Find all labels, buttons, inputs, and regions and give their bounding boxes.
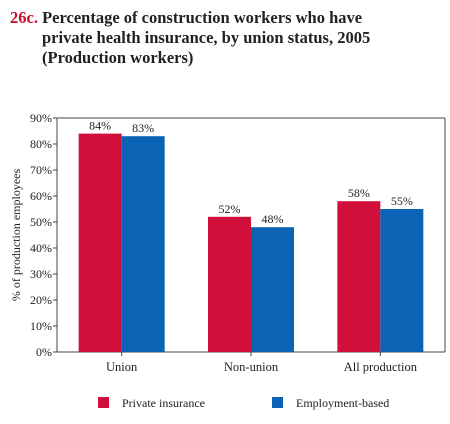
bar [337,201,381,352]
y-tick-label: 70% [30,163,52,177]
chart-title: 26c. Percentage of construction workers … [10,8,440,68]
legend-label: Private insurance [122,396,205,410]
data-label: 48% [262,212,284,226]
y-tick-label: 80% [30,137,52,151]
y-tick-label: 10% [30,319,52,333]
y-tick-label: 90% [30,111,52,125]
data-label: 58% [348,186,370,200]
y-tick-label: 20% [30,293,52,307]
bar [380,209,424,352]
y-tick-label: 60% [30,189,52,203]
bar [121,136,165,352]
legend-swatch [98,397,109,408]
x-tick-label: Union [106,360,138,374]
data-label: 84% [89,119,111,133]
title-line-3: (Production workers) [42,48,194,67]
title-line-2: private health insurance, by union statu… [42,28,371,47]
y-tick-label: 30% [30,267,52,281]
x-tick-label: Non-union [224,360,279,374]
y-axis-label: % of production employees [9,169,23,302]
y-tick-label: 50% [30,215,52,229]
legend-label: Employment-based [296,396,389,410]
y-tick-label: 0% [36,345,52,359]
legend-swatch [272,397,283,408]
x-tick-label: All production [344,360,418,374]
data-label: 55% [391,194,413,208]
data-label: 52% [219,202,241,216]
data-label: 83% [132,121,154,135]
bar [78,133,122,352]
y-tick-label: 40% [30,241,52,255]
bar [251,227,294,352]
title-line-1: Percentage of construction workers who h… [42,8,363,27]
figure-number: 26c. [10,8,38,27]
bar [208,216,251,352]
